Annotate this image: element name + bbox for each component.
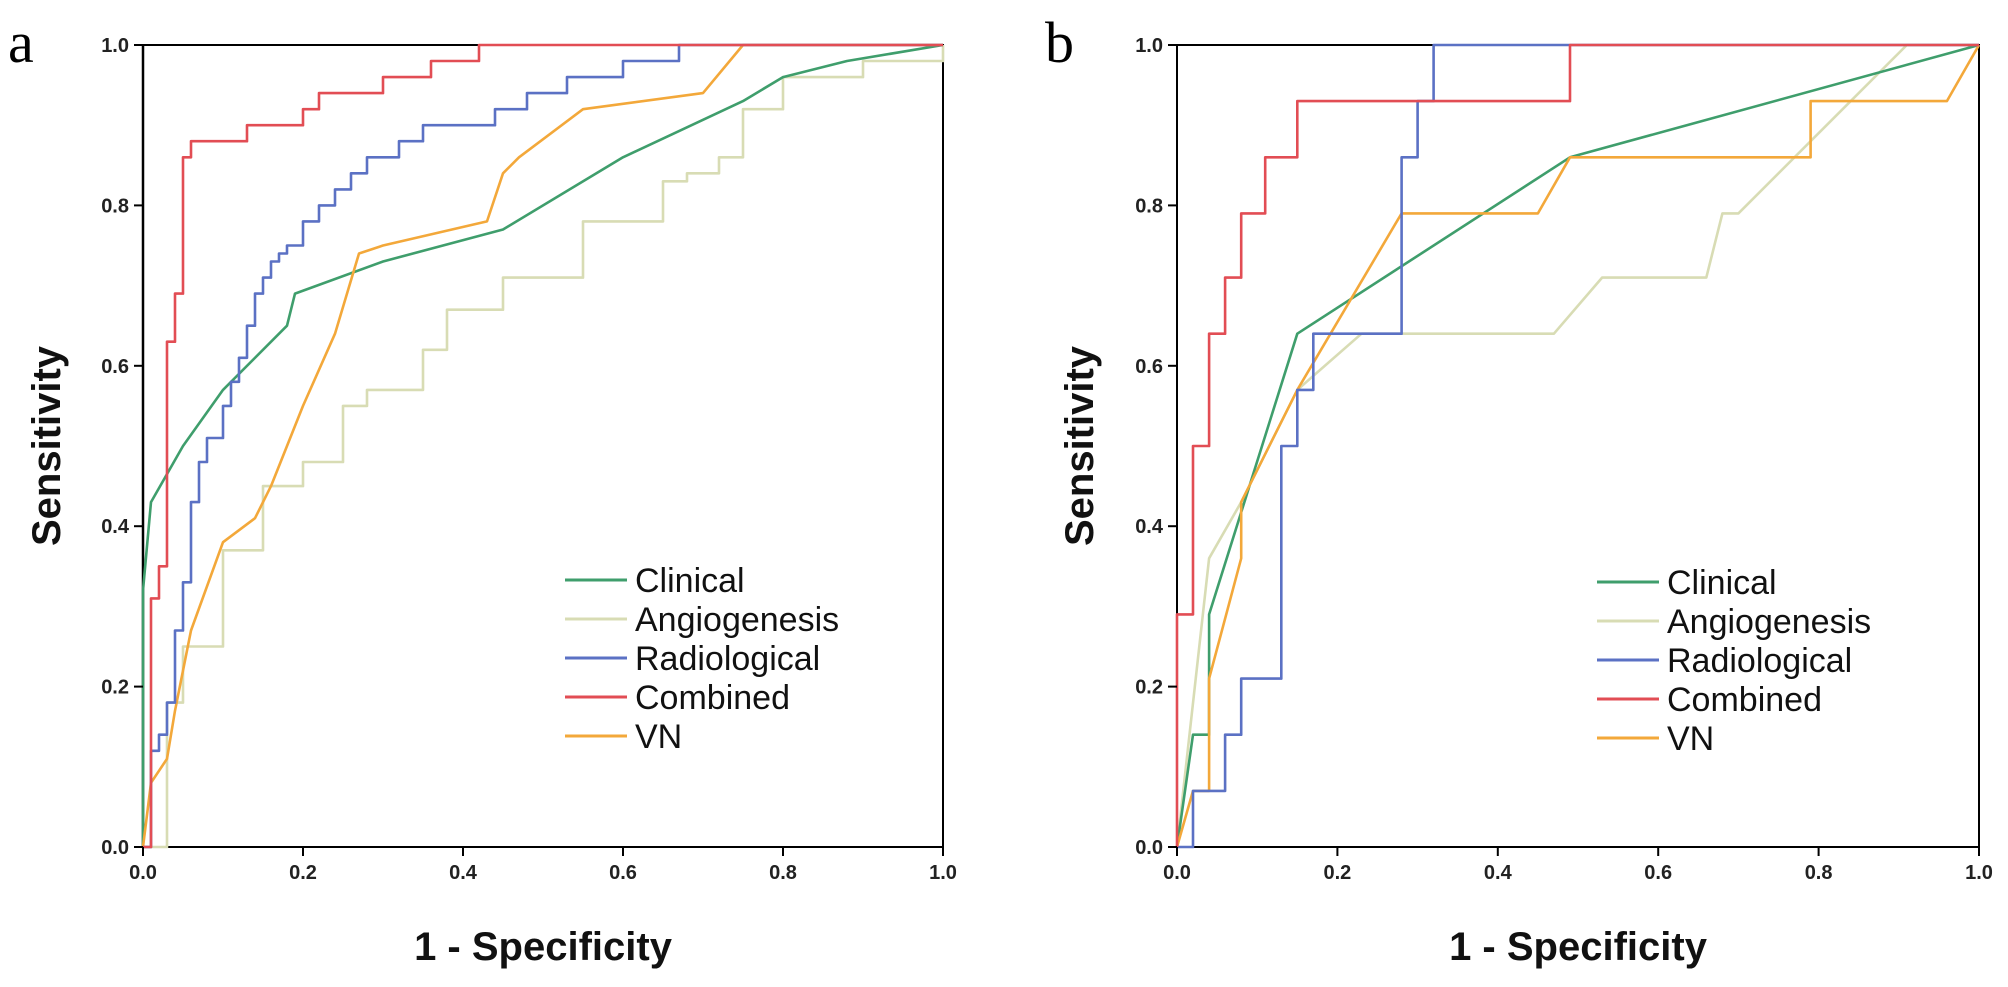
panel-a-y-tick-label: 1.0 (101, 35, 129, 57)
panel-b-x-tick-label: 0.6 (1644, 862, 1672, 884)
panel-a-legend-label-vn: VN (635, 718, 682, 756)
panel-a-roc-curve-clinical (141, 43, 944, 847)
panel-a-y-tick-label: 0.6 (101, 356, 129, 378)
panel-a-legend-label-combined: Combined (635, 679, 790, 717)
panel-b-x-tick-label: 0.8 (1805, 862, 1833, 884)
panel-b-roc-curve-angiogenesis (1175, 43, 1979, 848)
panel-a-y-axis-title: Sensitivity (25, 345, 69, 546)
panel-a-curves (141, 43, 945, 849)
panel-a-legend-label-radiological: Radiological (635, 640, 820, 678)
panel-a-plot-frame (142, 44, 944, 848)
panel-a-y-ticks: 0.0 0.2 0.4 0.6 0.8 1.0 (101, 35, 143, 859)
panel-a-y-tick-label: 0.2 (101, 677, 129, 699)
panel-b-roc-curve-radiological (1177, 43, 1979, 849)
panel-a-y-tick-label: 0.8 (101, 195, 129, 217)
panel-a-x-tick-label: 1.0 (929, 862, 957, 884)
panel-a-roc-curve-vn (141, 43, 943, 848)
panel-a-legend: ClinicalAngiogenesisRadiologicalCombined… (565, 562, 839, 756)
panel-b-y-tick-label: 0.8 (1135, 195, 1163, 217)
panel-b-roc-curve-combined (1175, 43, 1979, 847)
panel-b-x-ticks: 0.0 0.2 0.4 0.6 0.8 1.0 (1163, 847, 1993, 884)
panel-a-x-tick-label: 0.6 (609, 862, 637, 884)
panel-b-x-tick-label: 0.4 (1484, 862, 1513, 884)
panel-a-chart: a 0.00.20.40.60.81.0 0.0 0.2 0.4 0.6 0.8 1.0 … (8, 10, 957, 969)
panel-a-x-tick-label: 0.2 (289, 862, 317, 884)
panel-b-y-tick-label: 0.2 (1135, 677, 1163, 699)
panel-a-x-tick-label: 0.4 (449, 862, 478, 884)
panel-b-legend-label-combined: Combined (1667, 681, 1822, 719)
panel-a-letter: a (8, 10, 34, 75)
panel-a-legend-label-angiogenesis: Angiogenesis (635, 601, 839, 639)
panel-b-legend-label-angiogenesis: Angiogenesis (1667, 603, 1871, 641)
panel-a-roc-curve-radiological (143, 43, 943, 849)
panel-a-roc-curve-angiogenesis (143, 45, 945, 849)
panel-a-legend-label-clinical: Clinical (635, 562, 745, 600)
panel-b-legend-label-vn: VN (1667, 720, 1714, 758)
panel-b-y-tick-label: 1.0 (1135, 35, 1163, 57)
panel-b-x-tick-label: 0.0 (1163, 862, 1191, 884)
panel-b-x-tick-label: 1.0 (1965, 862, 1993, 884)
panel-b-legend: ClinicalAngiogenesisRadiologicalCombined… (1597, 564, 1871, 758)
panel-a-roc-curve-combined (143, 43, 943, 849)
panel-a-y-tick-label: 0.4 (101, 516, 130, 538)
panel-b-y-axis-title: Sensitivity (1058, 345, 1102, 546)
panel-a-x-tick-label: 0.0 (129, 862, 157, 884)
panel-b-x-tick-label: 0.2 (1323, 862, 1351, 884)
panel-b-legend-label-clinical: Clinical (1667, 564, 1777, 602)
panel-a-x-tick-label: 0.8 (769, 862, 797, 884)
panel-a-x-axis-title: 1 - Specificity (414, 925, 673, 969)
panel-a-x-ticks: 0.0 0.2 0.4 0.6 0.8 1.0 (129, 847, 957, 884)
panel-b-y-ticks: 0.0 0.2 0.4 0.6 0.8 1.0 (1135, 35, 1177, 859)
panel-a-y-tick-label: 0.0 (101, 837, 129, 859)
panel-b-y-tick-label: 0.0 (1135, 837, 1163, 859)
panel-b-x-axis-title: 1 - Specificity (1449, 925, 1708, 969)
panel-b-legend-label-radiological: Radiological (1667, 642, 1852, 680)
panel-b-letter: b (1045, 10, 1074, 75)
panel-b-curves (1175, 43, 1981, 849)
panel-b-y-tick-label: 0.6 (1135, 356, 1163, 378)
panel-b-y-tick-label: 0.4 (1135, 516, 1164, 538)
panel-b-chart: b 0.00.20.40.60.81.0 0.0 0.2 0.4 0.6 0.8 1.0 … (1045, 10, 1993, 969)
